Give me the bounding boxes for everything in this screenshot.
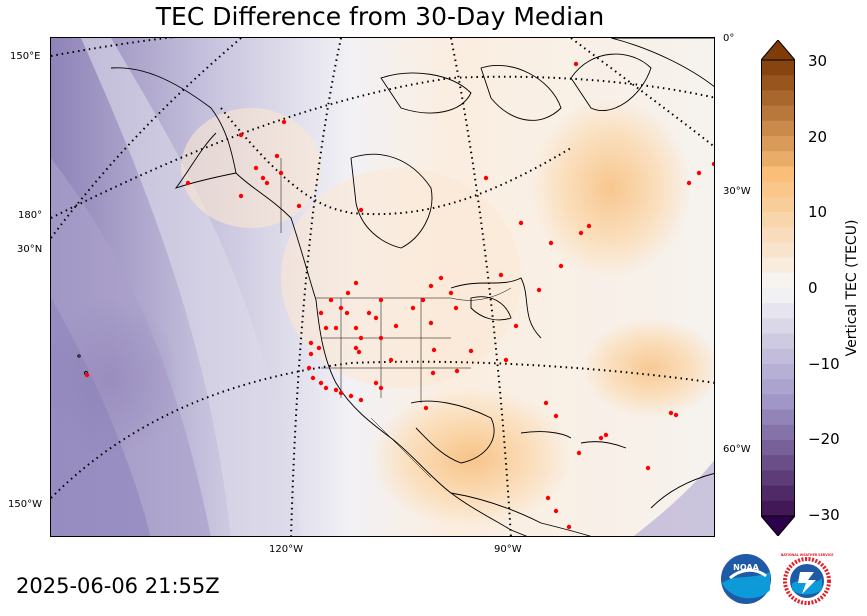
- svg-text:NOAA: NOAA: [733, 563, 759, 572]
- positive-anomaly-region: [371, 388, 571, 528]
- colorbar: [761, 40, 795, 536]
- colorbar-segment: [761, 90, 795, 107]
- graticule-label-180: 180°: [18, 210, 43, 221]
- colorbar-extend-low: [761, 515, 795, 536]
- colorbar-segment: [761, 333, 795, 350]
- graticule-label-150e: 150°E: [10, 51, 41, 62]
- colorbar-segment: [761, 242, 795, 259]
- graticule-label-30w: 30°W: [723, 186, 751, 197]
- graticule-label-150w: 150°W: [8, 499, 42, 510]
- map-canvas: [51, 38, 714, 536]
- colorbar-tick: 10: [808, 203, 828, 221]
- colorbar-segment: [761, 394, 795, 411]
- colorbar-segment: [761, 151, 795, 167]
- noaa-logo: NOAA: [721, 554, 771, 604]
- colorbar-tick: −30: [808, 506, 840, 524]
- colorbar-tick: −10: [808, 355, 840, 373]
- valid-time: 2025-06-06 21:55Z: [16, 574, 220, 598]
- graticule-label-30n: 30°N: [17, 244, 43, 255]
- nws-logo: NATIONAL WEATHER SERVICE: [781, 553, 834, 607]
- colorbar-segment: [761, 288, 795, 304]
- colorbar-segment: [761, 348, 795, 365]
- colorbar-segment: [761, 60, 795, 76]
- nws-ring: [783, 557, 831, 605]
- colorbar-segment: [761, 424, 795, 441]
- colorbar-segment: [761, 272, 795, 289]
- gnss-stations: [84, 61, 714, 530]
- colorbar-segment: [761, 440, 795, 456]
- graticule-label-90w: 90°W: [494, 544, 522, 555]
- colorbar-segment: [761, 227, 795, 243]
- tec-map: [50, 37, 715, 537]
- colorbar-segment: [761, 470, 795, 487]
- colorbar-segment: [761, 196, 795, 213]
- colorbar-segment: [761, 409, 795, 426]
- colorbar-svg: [761, 40, 795, 536]
- colorbar-segment: [761, 212, 795, 228]
- colorbar-segment: [761, 303, 795, 319]
- colorbar-tick: −20: [808, 430, 840, 448]
- graticule-lines: [51, 38, 714, 536]
- colorbar-segment: [761, 257, 795, 274]
- colorbar-segment: [761, 120, 795, 137]
- colorbar-segment: [761, 75, 795, 91]
- colorbar-segment: [761, 485, 795, 502]
- colorbar-label: Vertical TEC (TECU): [844, 219, 860, 357]
- graticule-label-120w: 120°W: [269, 544, 303, 555]
- colorbar-segment: [761, 379, 795, 395]
- colorbar-tick: 0: [808, 279, 818, 297]
- colorbar-segment: [761, 364, 795, 380]
- colorbar-segment: [761, 136, 795, 152]
- colorbar-extend-high: [761, 40, 795, 61]
- colorbar-segment: [761, 105, 795, 122]
- colorbar-tick: 30: [808, 52, 828, 70]
- colorbar-segment: [761, 318, 795, 335]
- colorbar-segment: [761, 455, 795, 471]
- colorbar-frame: [761, 59, 795, 517]
- colorbar-segment: [761, 166, 795, 183]
- agency-logos: NOAA NATIONAL WEATHER SERVICE: [720, 550, 840, 610]
- svg-text:NATIONAL WEATHER SERVICE: NATIONAL WEATHER SERVICE: [781, 553, 834, 557]
- graticule-label-60w: 60°W: [723, 444, 751, 455]
- chart-title: TEC Difference from 30-Day Median: [155, 2, 605, 31]
- colorbar-tick: 20: [808, 128, 828, 146]
- boundaries: [280, 158, 512, 479]
- graticule-label-0: 0°: [723, 33, 735, 44]
- coastlines: [77, 38, 714, 536]
- colorbar-segment: [761, 181, 795, 198]
- colorbar-segment: [761, 500, 795, 517]
